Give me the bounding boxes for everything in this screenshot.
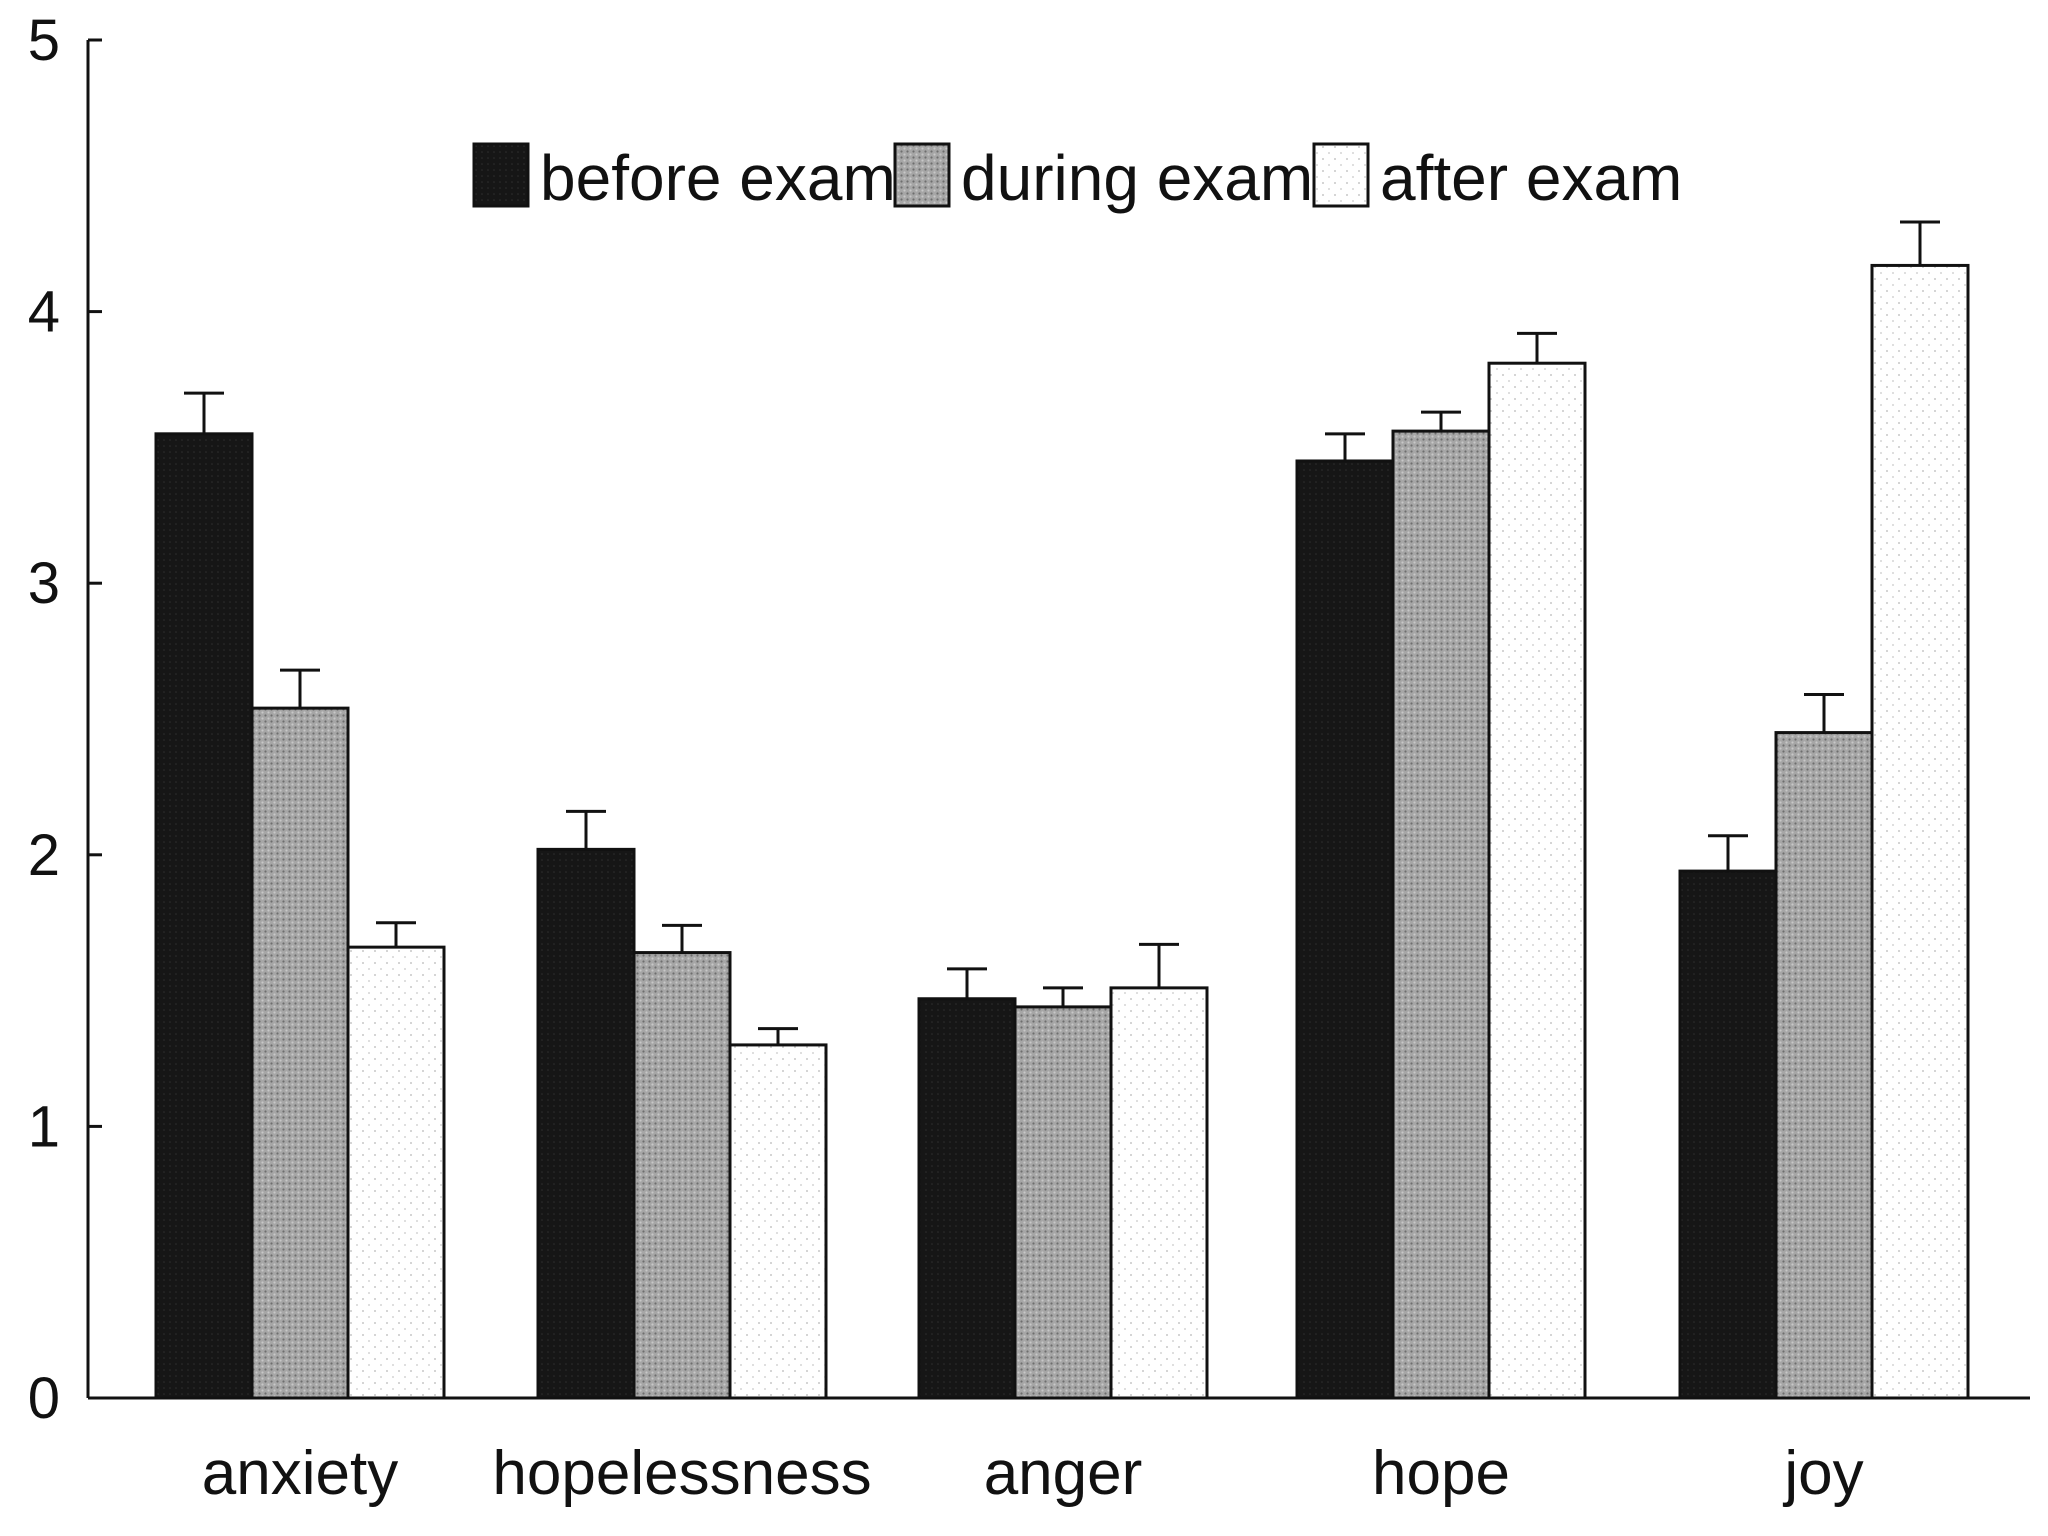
bar-during-exam-hopelessness — [632, 951, 732, 1400]
bar-before-exam-anger — [917, 997, 1017, 1400]
y-tick-label: 4 — [28, 280, 60, 345]
y-tick-label: 2 — [28, 823, 60, 888]
x-category-label-anger: anger — [984, 1439, 1143, 1508]
legend: before exam during exam after exam — [472, 142, 1682, 214]
y-tick-label: 1 — [28, 1094, 60, 1159]
legend-swatch-before-exam — [472, 142, 530, 208]
y-tick-label: 3 — [28, 551, 60, 616]
legend-label-during-exam: during exam — [961, 142, 1313, 214]
x-category-label-joy: joy — [1782, 1439, 1863, 1508]
legend-swatch-after-exam — [1312, 142, 1370, 208]
y-tick-label: 5 — [28, 8, 60, 73]
legend-label-before-exam: before exam — [540, 142, 896, 214]
bar-during-exam-hope — [1391, 429, 1491, 1400]
bar-after-exam-anxiety — [346, 945, 446, 1400]
bar-before-exam-joy — [1678, 869, 1778, 1400]
bar-after-exam-joy — [1870, 263, 1970, 1400]
bars-group — [154, 220, 1970, 1400]
axes-group: 0 1 2 3 4 5 anxiety hopelessness anger hope joy — [28, 8, 2030, 1508]
y-tick-label: 0 — [28, 1366, 60, 1431]
bar-after-exam-anger — [1109, 986, 1209, 1400]
legend-label-after-exam: after exam — [1380, 142, 1682, 214]
bar-before-exam-hopelessness — [536, 847, 636, 1400]
bar-before-exam-anxiety — [154, 432, 254, 1400]
bar-after-exam-hope — [1487, 361, 1587, 1400]
bar-during-exam-anxiety — [250, 706, 350, 1400]
bar-during-exam-anger — [1013, 1005, 1113, 1400]
x-category-label-anxiety: anxiety — [202, 1439, 398, 1508]
bar-during-exam-joy — [1774, 731, 1874, 1400]
bar-after-exam-hopelessness — [728, 1043, 828, 1400]
x-category-label-hope: hope — [1372, 1439, 1510, 1508]
legend-swatch-during-exam — [893, 142, 951, 208]
bar-before-exam-hope — [1295, 459, 1395, 1400]
x-category-label-hopelessness: hopelessness — [492, 1439, 871, 1508]
